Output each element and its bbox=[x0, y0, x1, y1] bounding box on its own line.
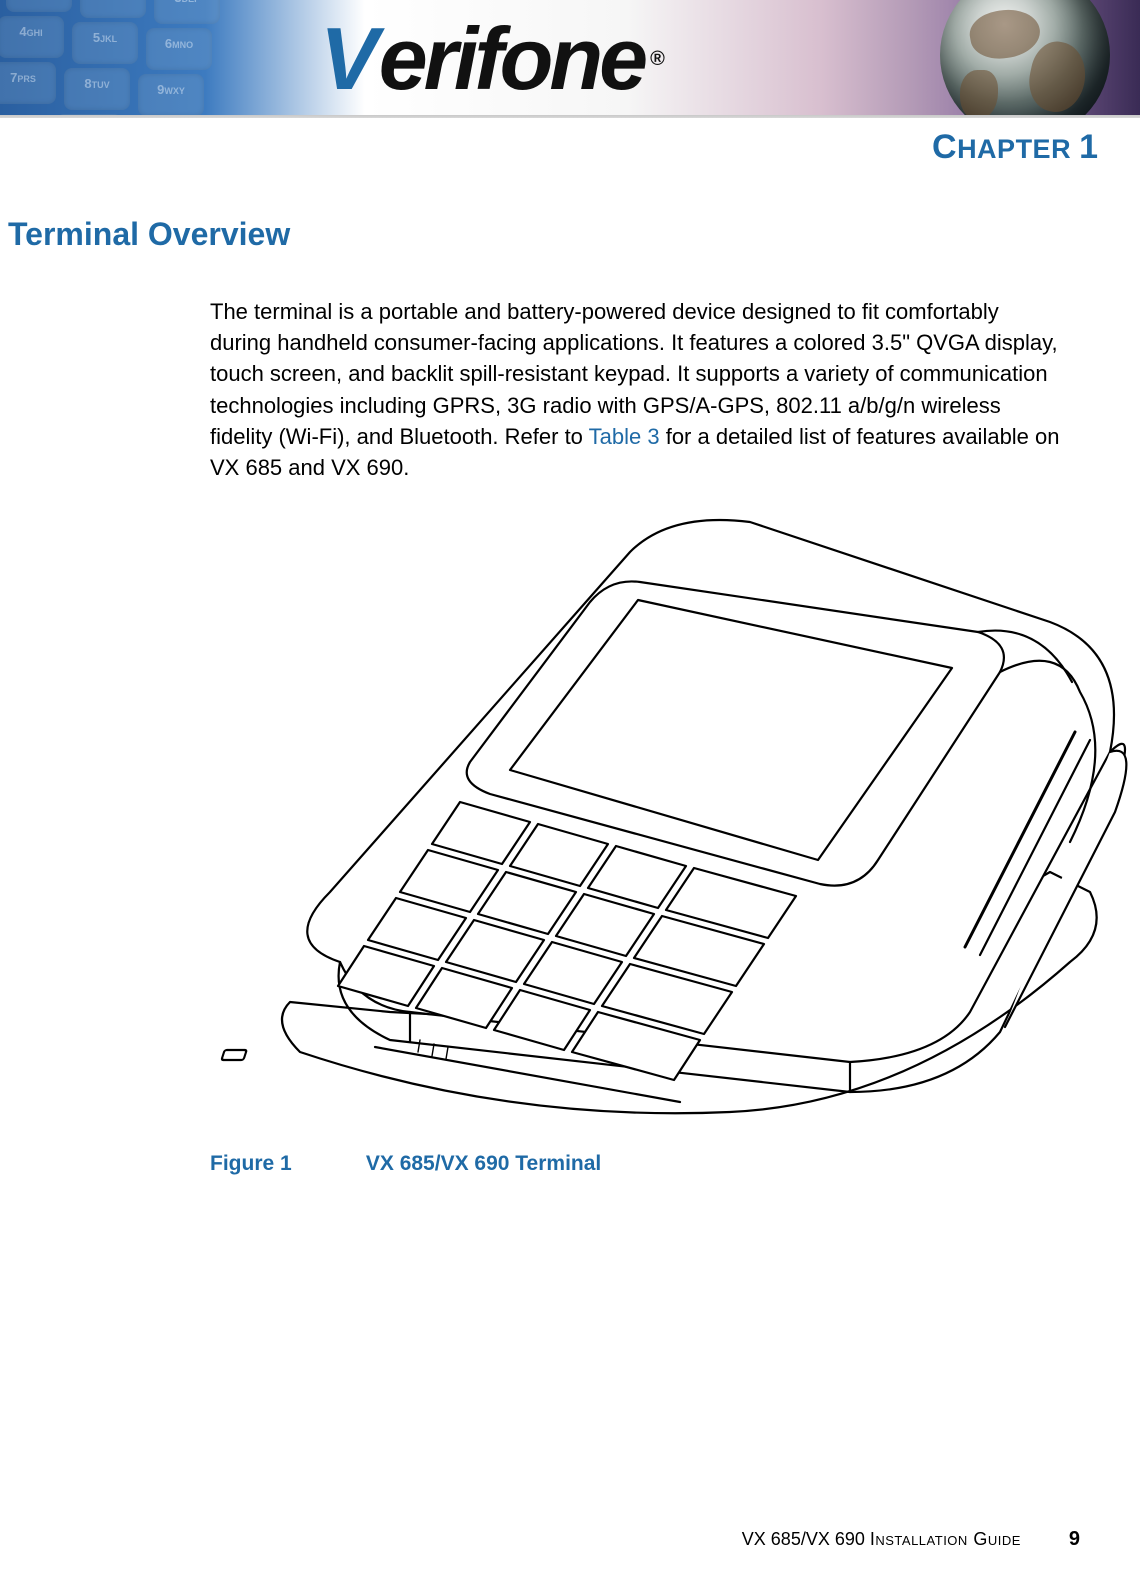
header-banner: 1 2ABC 3DEF 4GHI 5JKL 6MNO 7PRS 8TUV 9WX… bbox=[0, 0, 1140, 118]
footer-models: VX 685/VX 690 bbox=[742, 1529, 870, 1549]
footer-guide-title: VX 685/VX 690 Installation Guide bbox=[742, 1529, 1021, 1550]
figure-terminal bbox=[210, 492, 1130, 1132]
table-3-link[interactable]: Table 3 bbox=[589, 424, 660, 449]
section-title: Terminal Overview bbox=[8, 216, 290, 253]
footer-word-guide: Guide bbox=[973, 1529, 1021, 1549]
chapter-heading: CHAPTER1 bbox=[932, 128, 1098, 167]
footer-page-number: 9 bbox=[1069, 1528, 1080, 1551]
terminal-line-drawing bbox=[210, 492, 1140, 1132]
brand-logo: Verifone ® bbox=[320, 18, 840, 100]
brand-logo-registered: ® bbox=[650, 48, 665, 71]
banner-keypad-background: 1 2ABC 3DEF 4GHI 5JKL 6MNO 7PRS 8TUV 9WX… bbox=[0, 0, 300, 118]
banner-globe-image bbox=[940, 0, 1110, 118]
chapter-label: CHAPTER bbox=[932, 128, 1071, 167]
figure-caption: Figure 1 VX 685/VX 690 Terminal bbox=[210, 1152, 601, 1176]
figure-number: Figure 1 bbox=[210, 1152, 360, 1176]
overview-paragraph: The terminal is a portable and battery-p… bbox=[210, 296, 1060, 483]
page-footer: VX 685/VX 690 Installation Guide 9 bbox=[0, 1528, 1140, 1551]
figure-title: VX 685/VX 690 Terminal bbox=[366, 1152, 601, 1175]
footer-word-installation: Installation bbox=[870, 1529, 973, 1549]
chapter-number: 1 bbox=[1079, 128, 1098, 166]
brand-logo-initial: V bbox=[320, 15, 379, 103]
brand-logo-rest: erifone bbox=[379, 15, 644, 103]
